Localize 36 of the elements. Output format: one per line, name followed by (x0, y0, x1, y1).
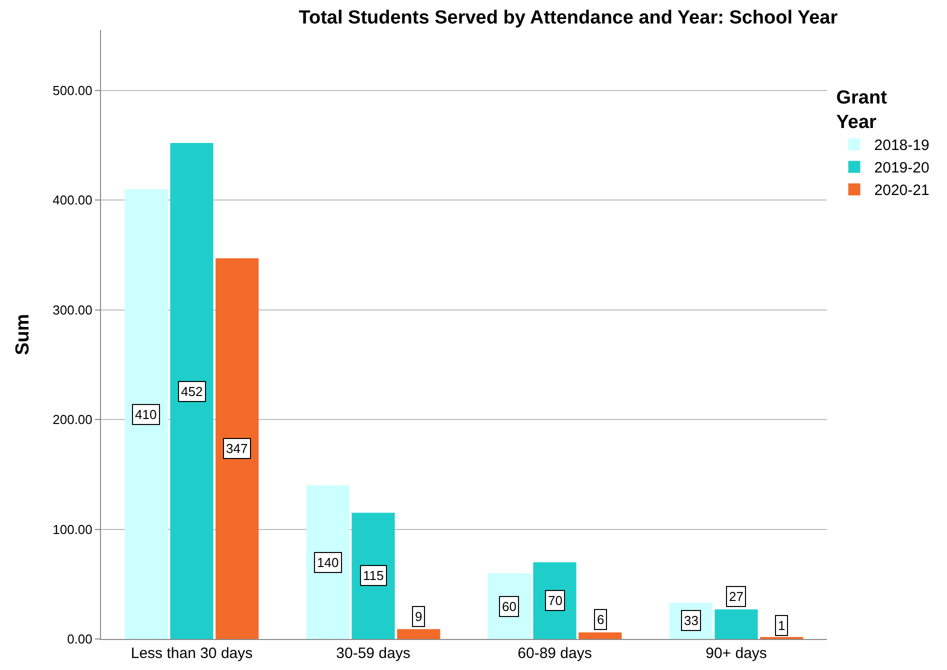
bar (170, 143, 214, 639)
y-tick-label: 300.00 (52, 302, 92, 318)
x-tick-label: 90+ days (706, 645, 767, 662)
y-tick-label: 0.00 (67, 632, 92, 647)
data-label: 27 (729, 589, 744, 604)
data-label: 347 (226, 441, 248, 456)
bar (352, 512, 395, 639)
bar (714, 609, 758, 639)
x-tick-label: 30-59 days (336, 645, 410, 662)
data-label: 70 (548, 593, 562, 608)
bar (306, 485, 350, 639)
data-label: 9 (415, 609, 422, 624)
data-label: 140 (317, 555, 339, 570)
data-label: 1 (778, 618, 786, 633)
data-label: 33 (684, 613, 698, 628)
x-tick-label: 60-89 days (518, 645, 592, 662)
y-tick-label: 500.00 (52, 82, 92, 98)
bar (124, 189, 168, 639)
chart-title: Total Students Served by Attendance and Year: School Year (298, 7, 838, 28)
legend-label: 2020-21 (874, 182, 930, 200)
x-tick-label: Less than 30 days (130, 645, 253, 662)
bar (397, 629, 440, 639)
legend-title: Grant Year (836, 87, 888, 134)
y-tick-label: 100.00 (52, 522, 92, 537)
legend-label: 2018-19 (874, 137, 930, 154)
data-label: 6 (597, 612, 604, 627)
y-axis-title: Sum (12, 314, 34, 356)
data-label: 60 (502, 599, 516, 614)
legend-label: 2019-20 (874, 160, 930, 177)
data-label: 410 (135, 407, 157, 422)
y-tick-label: 400.00 (52, 192, 92, 208)
bar (578, 632, 622, 639)
y-tick-label: 200.00 (52, 412, 92, 428)
data-label: 115 (363, 568, 384, 583)
data-label: 452 (181, 384, 203, 399)
bar (216, 258, 259, 639)
